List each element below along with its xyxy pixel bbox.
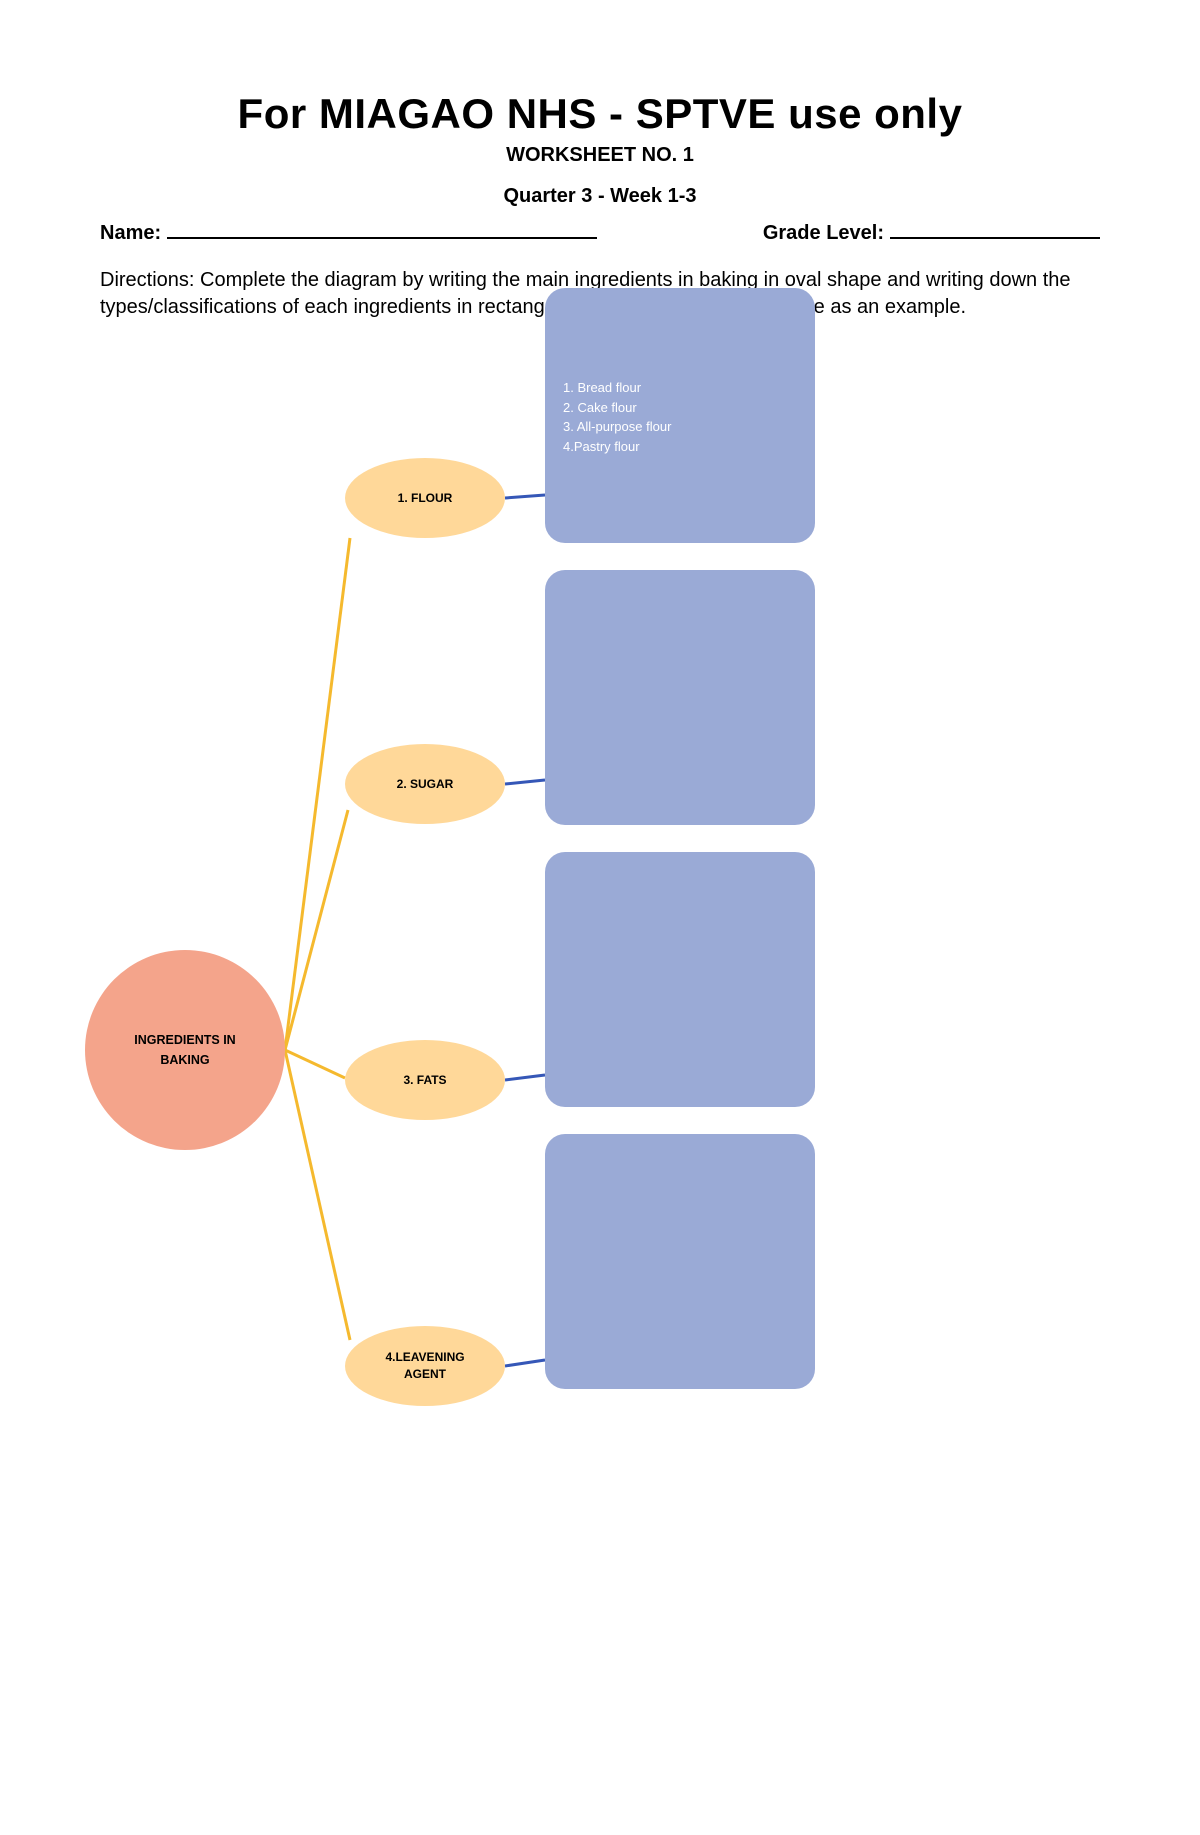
diagram-canvas: INGREDIENTS INBAKING 1. Bread flour2. Cak… — [0, 280, 1200, 1835]
name-label: Name: — [100, 222, 161, 245]
quarter-week: Quarter 3 - Week 1-3 — [100, 185, 1100, 208]
ingredient-oval-4[interactable]: 4.LEAVENINGAGENT — [345, 1326, 505, 1406]
page-title: For MIAGAO NHS - SPTVE use only — [100, 90, 1100, 138]
type-box-3[interactable] — [545, 852, 815, 1107]
grade-label: Grade Level: — [763, 222, 884, 245]
type-item: 4.Pastry flour — [563, 437, 797, 457]
type-item: 2. Cake flour — [563, 398, 797, 418]
ingredient-oval-2[interactable]: 2. SUGAR — [345, 744, 505, 824]
grade-field: Grade Level: — [763, 222, 1100, 245]
ingredient-oval-1[interactable]: 1. FLOUR — [345, 458, 505, 538]
type-item: 1. Bread flour — [563, 378, 797, 398]
root-oval: INGREDIENTS INBAKING — [85, 950, 285, 1150]
fields-row: Name: Grade Level: — [100, 222, 1100, 245]
type-box-4[interactable] — [545, 1134, 815, 1389]
type-box-2[interactable] — [545, 570, 815, 825]
name-underline[interactable] — [167, 237, 597, 239]
name-field: Name: — [100, 222, 597, 245]
type-item: 3. All-purpose flour — [563, 417, 797, 437]
ingredient-oval-3[interactable]: 3. FATS — [345, 1040, 505, 1120]
grade-underline[interactable] — [890, 237, 1100, 239]
worksheet-number: WORKSHEET NO. 1 — [100, 144, 1100, 167]
type-box-1[interactable]: 1. Bread flour2. Cake flour3. All-purpos… — [545, 288, 815, 543]
